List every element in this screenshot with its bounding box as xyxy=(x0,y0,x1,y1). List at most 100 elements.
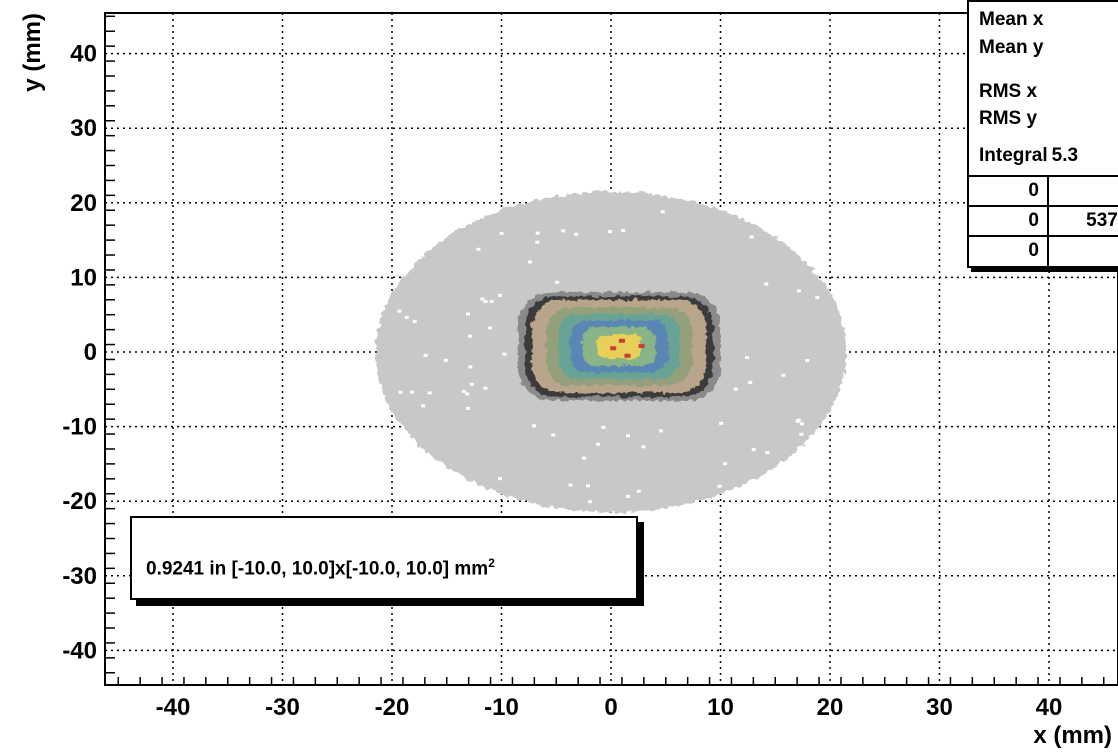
noise-speck xyxy=(745,356,750,360)
noise-speck xyxy=(659,429,664,433)
y-axis-title: y (mm) xyxy=(19,13,46,92)
noise-speck xyxy=(561,229,566,233)
noise-speck xyxy=(421,404,426,408)
stat-cell: 0 xyxy=(1049,240,1118,262)
noise-speck xyxy=(497,477,502,481)
noise-speck xyxy=(595,442,600,446)
hot-spot xyxy=(624,353,631,358)
noise-speck xyxy=(796,289,801,293)
noise-speck xyxy=(626,434,631,438)
noise-speck xyxy=(465,312,470,316)
noise-speck xyxy=(641,445,646,449)
y-tick-label: -10 xyxy=(62,414,97,441)
noise-speck xyxy=(412,319,417,323)
axis-ticks xyxy=(105,15,1105,685)
fraction-legend-main: 0.9241 in [-10.0, 10.0]x[-10.0, 10.0] mm xyxy=(146,558,489,580)
noise-speck xyxy=(488,326,493,330)
noise-speck xyxy=(465,392,470,396)
mean-y-label: Mean y xyxy=(979,37,1044,58)
noise-speck xyxy=(532,424,537,428)
noise-speck xyxy=(608,230,613,234)
noise-speck xyxy=(497,293,502,297)
mean-x-label: Mean x xyxy=(979,9,1044,30)
noise-speck xyxy=(717,484,722,488)
x-tick-label: 40 xyxy=(1036,694,1063,721)
y-tick-label: 30 xyxy=(70,115,97,142)
noise-speck xyxy=(586,484,591,488)
noise-speck xyxy=(733,387,738,391)
integral-value: 5.3 xyxy=(1051,145,1079,166)
contour-ring xyxy=(596,334,642,359)
stat-grid-row: 0 0 xyxy=(969,175,1118,207)
noise-speck xyxy=(574,232,579,236)
noise-speck xyxy=(465,406,470,410)
noise-speck xyxy=(601,425,606,429)
noise-speck xyxy=(423,353,428,357)
noise-speck xyxy=(805,359,810,363)
noise-speck xyxy=(476,247,481,251)
y-tick-labels: -40 -30 -20 -10 0 10 20 30 40 xyxy=(62,41,97,665)
noise-speck xyxy=(489,299,494,303)
heatmap-area xyxy=(375,191,847,513)
y-tick-label: 10 xyxy=(70,264,97,291)
noise-speck xyxy=(751,448,756,452)
noise-speck xyxy=(499,231,504,235)
stat-grid-row: 0 53732 xyxy=(969,205,1118,237)
noise-speck xyxy=(528,260,533,264)
noise-speck xyxy=(765,451,770,455)
noise-speck xyxy=(799,422,804,426)
x-tick-label: 30 xyxy=(926,694,953,721)
noise-speck xyxy=(764,282,769,286)
rms-y-label: RMS y xyxy=(979,108,1038,129)
stat-cell: 0 xyxy=(1028,240,1039,261)
y-tick-label: -40 xyxy=(62,637,97,664)
fraction-legend-box: 0.9241 in [-10.0, 10.0]x[-10.0, 10.0] mm… xyxy=(130,516,638,600)
noise-speck xyxy=(427,391,432,395)
y-tick-label: 20 xyxy=(70,190,97,217)
hot-spot xyxy=(618,338,625,343)
noise-speck xyxy=(621,229,626,233)
noise-speck xyxy=(443,358,448,362)
x-axis-title: x (mm) xyxy=(1033,722,1112,749)
noise-speck xyxy=(799,432,804,436)
noise-speck xyxy=(469,382,474,386)
stat-cell: 0 xyxy=(1049,180,1118,202)
noise-speck xyxy=(588,500,593,504)
noise-speck xyxy=(461,389,466,393)
noise-speck xyxy=(535,231,540,235)
noise-speck xyxy=(781,373,786,377)
noise-speck xyxy=(796,418,801,422)
noise-speck xyxy=(568,483,573,487)
stat-grid-row: 0 0 xyxy=(969,235,1118,267)
y-tick-label: 0 xyxy=(84,339,97,366)
noise-speck xyxy=(480,297,485,301)
noise-speck xyxy=(582,456,587,460)
stat-cell: 0 xyxy=(1028,210,1039,231)
x-tick-label: -20 xyxy=(375,694,410,721)
noise-speck xyxy=(397,309,402,313)
x-tick-label: -40 xyxy=(156,694,191,721)
noise-speck xyxy=(468,365,473,369)
x-tick-label: 0 xyxy=(604,694,617,721)
fraction-legend-sup: 2 xyxy=(488,556,495,570)
noise-speck xyxy=(468,334,473,338)
stat-cell: 0 xyxy=(1028,180,1039,201)
integral-row: Integral 5.3 xyxy=(979,145,1078,167)
statistics-box: Mean x Mean y RMS x RMS y Integral 5.3 0 … xyxy=(967,0,1118,268)
noise-speck xyxy=(404,316,409,320)
x-tick-label: -10 xyxy=(484,694,519,721)
y-tick-label: 40 xyxy=(70,41,97,68)
hot-spot xyxy=(610,346,617,351)
rms-x-label: RMS x xyxy=(979,81,1038,102)
noise-speck xyxy=(815,295,820,299)
noise-speck xyxy=(483,300,488,304)
hot-spot xyxy=(638,344,645,349)
noise-speck xyxy=(625,494,630,498)
x-tick-labels: -40 -30 -20 -10 0 10 20 30 40 xyxy=(156,694,1063,721)
noise-speck xyxy=(398,390,403,394)
noise-speck xyxy=(555,280,560,284)
noise-speck xyxy=(535,240,540,244)
noise-speck xyxy=(722,462,727,466)
noise-speck xyxy=(660,210,665,214)
